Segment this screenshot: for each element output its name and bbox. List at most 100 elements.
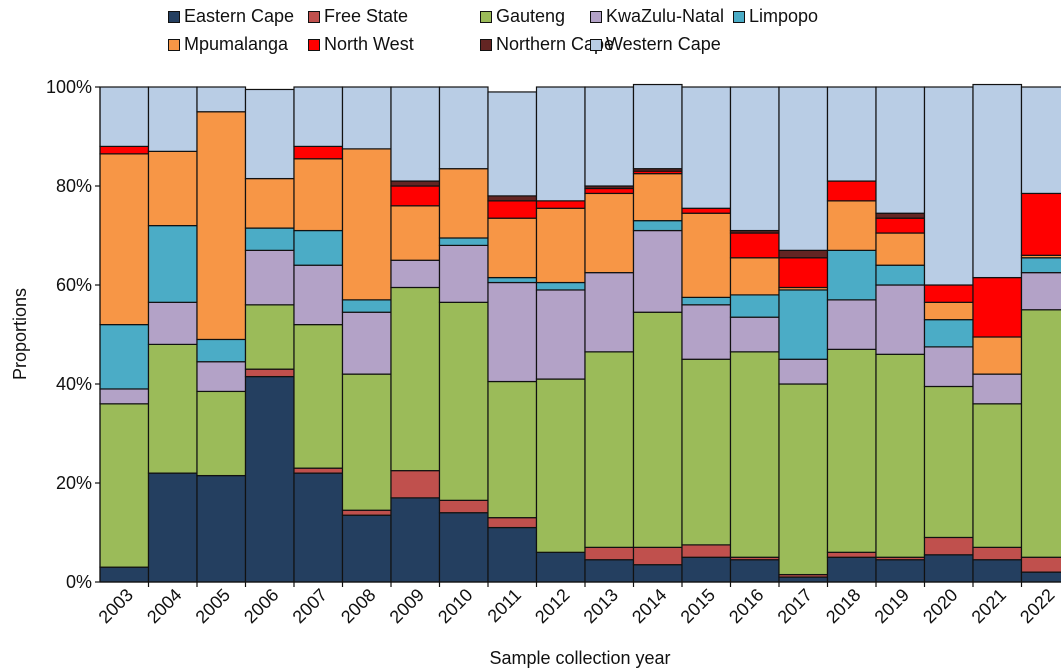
legend-swatch — [168, 38, 180, 51]
legend-label: Mpumalanga — [184, 34, 289, 54]
bar-segment-eastern-cape-2018 — [826, 556, 877, 583]
bar-segment-limpopo-2011 — [487, 276, 538, 284]
bar-segment-western-cape-2009 — [390, 86, 441, 182]
bar-segment-mpumalanga-2006 — [244, 177, 295, 229]
bar-segment-eastern-cape-2010 — [438, 512, 489, 583]
legend-item-limpopo: Limpopo — [733, 6, 818, 27]
x-tick-label: 2005 — [192, 585, 234, 627]
bar-segment-north-west-2009 — [390, 185, 441, 207]
bar-segment-kwazulu-natal-2013 — [584, 272, 635, 353]
bar-segment-north-west-2016 — [729, 232, 780, 259]
bar-segment-kwazulu-natal-2017 — [778, 358, 829, 385]
bar-segment-free-state-2014 — [632, 546, 683, 566]
bar-segment-eastern-cape-2015 — [681, 556, 732, 583]
bar-segment-western-cape-2019 — [875, 86, 926, 214]
bar-segment-western-cape-2011 — [487, 91, 538, 197]
bar-segment-north-west-2017 — [778, 257, 829, 289]
bar-segment-limpopo-2017 — [778, 289, 829, 360]
bar-segment-eastern-cape-2003 — [99, 566, 150, 583]
bar-segment-gauteng-2004 — [147, 343, 198, 474]
bar-segment-kwazulu-natal-2020 — [923, 346, 974, 388]
bar-segment-free-state-2007 — [293, 467, 344, 474]
bar-segment-gauteng-2013 — [584, 351, 635, 548]
bar-segment-free-state-2011 — [487, 517, 538, 529]
bar-segment-north-west-2015 — [681, 207, 732, 214]
legend-item-free-state: Free State — [308, 6, 408, 27]
bar-segment-northern-cape-2017 — [778, 249, 829, 259]
x-tick-label: 2003 — [95, 585, 137, 627]
x-tick-label: 2012 — [531, 585, 573, 627]
bar-segment-gauteng-2020 — [923, 385, 974, 539]
bar-segment-eastern-cape-2012 — [535, 551, 586, 583]
bar-segment-north-west-2022 — [1020, 192, 1061, 256]
bar-segment-gauteng-2017 — [778, 383, 829, 576]
bar-segment-mpumalanga-2014 — [632, 173, 683, 222]
bar-segment-gauteng-2012 — [535, 378, 586, 553]
legend-label: Free State — [324, 6, 409, 26]
bar-segment-mpumalanga-2009 — [390, 205, 441, 261]
legend-swatch — [168, 10, 180, 23]
bar-segment-free-state-2018 — [826, 551, 877, 558]
bar-segment-kwazulu-natal-2009 — [390, 259, 441, 289]
legend-swatch — [308, 10, 320, 23]
bar-segment-gauteng-2005 — [196, 390, 247, 477]
bar-segment-western-cape-2003 — [99, 86, 150, 148]
bar-segment-western-cape-2013 — [584, 86, 635, 187]
bar-segment-kwazulu-natal-2015 — [681, 304, 732, 360]
bar-segment-limpopo-2012 — [535, 281, 586, 291]
x-tick-label: 2021 — [968, 585, 1010, 627]
y-tick-label: 80% — [56, 176, 92, 196]
x-tick-label: 2009 — [386, 585, 428, 627]
y-tick-label: 0% — [66, 572, 92, 592]
bar-segment-eastern-cape-2022 — [1020, 571, 1061, 583]
legend-item-eastern-cape: Eastern Cape — [168, 6, 294, 27]
bar-segment-eastern-cape-2004 — [147, 472, 198, 583]
bar-segment-free-state-2010 — [438, 499, 489, 514]
bar-segment-western-cape-2010 — [438, 86, 489, 170]
bar-segment-free-state-2022 — [1020, 556, 1061, 573]
bar-segment-kwazulu-natal-2003 — [99, 388, 150, 405]
bar-segment-gauteng-2015 — [681, 358, 732, 546]
bar-segment-western-cape-2007 — [293, 86, 344, 148]
bar-segment-western-cape-2004 — [147, 86, 198, 152]
bar-segment-free-state-2021 — [972, 546, 1023, 561]
legend-label: Gauteng — [496, 6, 566, 26]
bar-segment-gauteng-2016 — [729, 351, 780, 558]
y-tick-label: 60% — [56, 275, 92, 295]
bar-segment-limpopo-2019 — [875, 264, 926, 286]
bar-segment-free-state-2020 — [923, 536, 974, 556]
bar-segment-western-cape-2008 — [341, 86, 392, 150]
legend-item-western-cape: Western Cape — [590, 34, 721, 55]
bar-segment-limpopo-2005 — [196, 338, 247, 363]
x-tick-label: 2004 — [143, 585, 185, 627]
bar-segment-mpumalanga-2020 — [923, 301, 974, 321]
legend-swatch — [480, 10, 492, 23]
x-tick-label: 2010 — [434, 585, 476, 627]
bar-segment-eastern-cape-2020 — [923, 554, 974, 583]
x-tick-label: 2019 — [871, 585, 913, 627]
bar-segment-northern-cape-2019 — [875, 212, 926, 219]
bar-segment-limpopo-2003 — [99, 324, 150, 390]
x-tick-label: 2014 — [628, 585, 670, 627]
bar-segment-north-west-2019 — [875, 217, 926, 234]
legend-label: Limpopo — [749, 6, 819, 26]
legend: Eastern Cape Free State Gauteng KwaZulu-Nat… — [168, 6, 868, 66]
bar-segment-eastern-cape-2007 — [293, 472, 344, 583]
bar-segment-limpopo-2006 — [244, 227, 295, 251]
bar-segment-western-cape-2017 — [778, 86, 829, 251]
legend-swatch — [590, 38, 602, 51]
bar-segment-limpopo-2018 — [826, 249, 877, 301]
bar-segment-north-west-2007 — [293, 145, 344, 160]
bar-segment-western-cape-2006 — [244, 88, 295, 180]
bar-segment-limpopo-2020 — [923, 319, 974, 348]
bar-segment-mpumalanga-2012 — [535, 207, 586, 284]
bar-segment-mpumalanga-2016 — [729, 257, 780, 296]
bar-segment-limpopo-2007 — [293, 229, 344, 266]
bar-segment-mpumalanga-2018 — [826, 200, 877, 251]
x-tick-label: 2011 — [484, 585, 526, 627]
bar-segment-free-state-2006 — [244, 368, 295, 378]
legend-swatch — [308, 38, 320, 51]
bar-segment-northern-cape-2011 — [487, 195, 538, 202]
bar-segment-limpopo-2008 — [341, 299, 392, 313]
